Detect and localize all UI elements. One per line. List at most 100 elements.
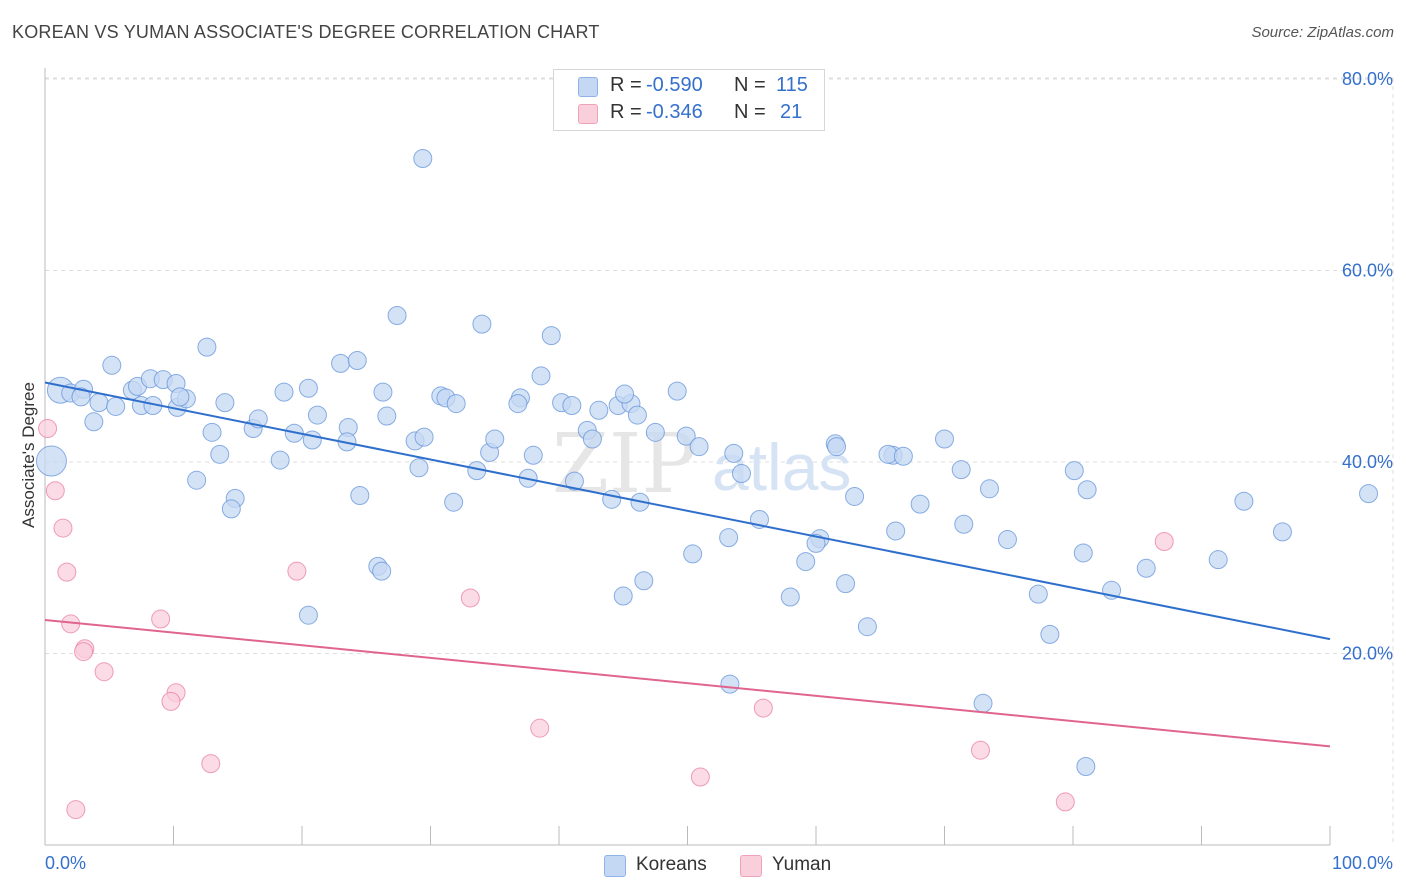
korean-point [187, 470, 207, 490]
korean-point [331, 353, 351, 373]
korean-point [221, 499, 241, 519]
korean-point [719, 528, 739, 548]
korean-point [523, 445, 543, 465]
korean-point [645, 422, 665, 442]
korean-point [347, 351, 367, 371]
korean-point [720, 674, 740, 694]
korean-point [444, 492, 464, 512]
yuman-points [38, 418, 1174, 820]
chart-title: KOREAN VS YUMAN ASSOCIATE'S DEGREE CORRE… [12, 22, 600, 42]
korean-point [485, 429, 505, 449]
korean-point [836, 574, 856, 594]
y-axis-label: Associate's Degree [19, 382, 38, 528]
korean-point [780, 587, 800, 607]
korean-point [307, 405, 327, 425]
korean-point [951, 460, 971, 480]
tick-labels: 20.0% 40.0% 60.0% 80.0% 0.0% 100.0% [45, 69, 1393, 873]
korean-point [409, 458, 429, 478]
source-label: Source: ZipAtlas.com [1251, 24, 1394, 41]
korean-point [270, 450, 290, 470]
korean-point [564, 471, 584, 491]
korean-point [954, 514, 974, 534]
korean-point [1077, 480, 1097, 500]
yuman-point [74, 642, 94, 662]
korean-point [413, 148, 433, 168]
korean-point [1208, 550, 1228, 570]
korean-point [446, 394, 466, 414]
korean-point [71, 387, 91, 407]
korean-point [373, 382, 393, 402]
korean-point [724, 443, 744, 463]
korean-point [377, 406, 397, 426]
korean-point [541, 326, 561, 346]
legend-label-yuman: Yuman [772, 854, 832, 875]
koreans-trend-line [44, 381, 1331, 641]
korean-point [298, 605, 318, 625]
yuman-legend-swatch [740, 855, 762, 877]
korean-point [84, 412, 104, 432]
korean-point [893, 446, 913, 466]
yuman-point [53, 518, 73, 538]
korean-point [627, 405, 647, 425]
koreans-points [35, 148, 1379, 776]
korean-point [589, 400, 609, 420]
yuman-point [753, 698, 773, 718]
yuman-point [57, 562, 77, 582]
korean-point [845, 486, 865, 506]
korean-point [731, 463, 751, 483]
korean-point [973, 693, 993, 713]
korean-point [979, 479, 999, 499]
n-value: 115 [776, 74, 808, 96]
korean-point [582, 429, 602, 449]
korean-point [89, 393, 109, 413]
korean-point [1234, 491, 1254, 511]
korean-point [170, 387, 190, 407]
korean-point [1136, 558, 1156, 578]
korean-point [1076, 756, 1096, 776]
yuman-point [38, 418, 58, 438]
yuman-point [690, 767, 710, 787]
n-label: N = [734, 101, 766, 123]
korean-point [857, 617, 877, 637]
yuman-point [970, 740, 990, 760]
yuman-point [201, 754, 221, 774]
korean-point [615, 384, 635, 404]
yuman-point [1055, 792, 1075, 812]
korean-point [1272, 522, 1292, 542]
yuman-point [287, 561, 307, 581]
korean-point [1073, 543, 1093, 563]
y-tick-label: 80.0% [1342, 69, 1393, 89]
yuman-swatch [578, 104, 598, 124]
korean-point [298, 378, 318, 398]
yuman-point [161, 691, 181, 711]
korean-point [935, 429, 954, 449]
korean-point [102, 355, 122, 375]
korean-point [910, 494, 930, 514]
korean-point [634, 571, 654, 591]
stats-row-koreans: R = -0.590 N = 115 [554, 73, 824, 100]
korean-point [35, 445, 67, 477]
korean-point [689, 437, 709, 457]
yuman-point [66, 800, 86, 820]
korean-point [197, 337, 217, 357]
r-value: -0.346 [646, 101, 703, 123]
r-value: -0.590 [646, 74, 703, 96]
n-label: N = [734, 74, 766, 96]
korean-point [683, 544, 703, 564]
koreans-legend-swatch [604, 855, 626, 877]
korean-point [562, 396, 582, 416]
korean-point [274, 382, 294, 402]
yuman-point [45, 481, 65, 501]
yuman-point [530, 718, 550, 738]
korean-point [414, 427, 434, 447]
korean-point [472, 314, 492, 334]
series-legend: Koreans Yuman [0, 850, 1406, 880]
korean-point [215, 393, 235, 413]
stats-row-yuman: R = -0.346 N = 21 [554, 100, 824, 127]
korean-point [387, 306, 407, 326]
koreans-swatch [578, 77, 598, 97]
watermark-zip: ZIP [552, 417, 697, 512]
yuman-point [460, 588, 480, 608]
korean-point [508, 394, 528, 414]
